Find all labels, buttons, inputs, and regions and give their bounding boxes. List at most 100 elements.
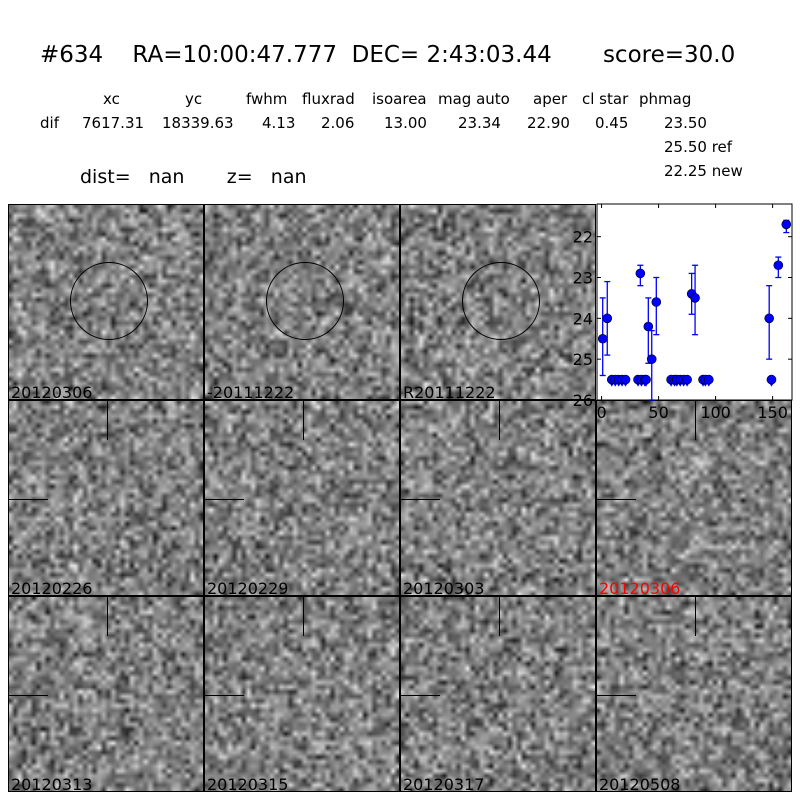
cell: 7617.31: [82, 114, 145, 132]
upper-limit-point: [620, 374, 631, 385]
col-header: aper: [533, 90, 568, 108]
stamp-image: [204, 400, 400, 596]
dist-value: nan: [148, 166, 185, 188]
dist-line: dist= nan z= nan: [80, 166, 307, 188]
stamp-image: [400, 400, 596, 596]
stamp-image: [8, 400, 204, 596]
x-tick-label: 50: [648, 403, 668, 422]
target-circle: [70, 262, 148, 340]
data-point: [764, 313, 774, 324]
crosshair-tick: [204, 499, 244, 501]
crosshair-tick: [695, 400, 697, 440]
y-tick-label: 22: [573, 228, 593, 247]
data-point: [643, 321, 654, 332]
crosshair-tick: [596, 695, 636, 697]
data-point: [773, 260, 784, 271]
crosshair-tick: [303, 596, 305, 636]
data-point: [597, 333, 608, 344]
image-stamp: 20120229: [204, 400, 400, 596]
stamp-label: R20111222: [403, 383, 496, 400]
z-value: nan: [270, 166, 307, 188]
cell: 23.50: [664, 114, 707, 132]
image-stamp: 20120306: [596, 400, 792, 596]
ref-mag: 25.50 ref: [664, 138, 733, 156]
stamp-image: [596, 596, 792, 792]
stamp-label: -20111222: [207, 383, 295, 400]
x-tick-label: 0: [596, 403, 606, 422]
image-stamp: 20120313: [8, 596, 204, 792]
dist-label: dist=: [80, 166, 131, 188]
crosshair-tick: [400, 695, 440, 697]
stamp-label: 20120508: [599, 775, 681, 792]
col-header: xc: [103, 90, 120, 108]
stamp-label: 20120313: [11, 775, 93, 792]
x-tick-label: 100: [700, 403, 731, 422]
stamp-label: 20120306: [11, 383, 93, 400]
data-point: [651, 297, 662, 307]
new-mag: 22.25 new: [664, 162, 743, 180]
col-header: yc: [185, 90, 203, 108]
stamp-label: 20120317: [403, 775, 485, 792]
row-label: dif: [40, 114, 59, 132]
image-stamp: 20120508: [596, 596, 792, 792]
crosshair-tick: [596, 499, 636, 501]
cell: 18339.63: [162, 114, 234, 132]
score: score=30.0: [602, 42, 736, 68]
crosshair-tick: [499, 400, 501, 440]
crosshair-tick: [695, 596, 697, 636]
dec: DEC= 2:43:03.44: [351, 42, 552, 68]
crosshair-tick: [303, 400, 305, 440]
upper-limit-point: [682, 374, 692, 385]
col-header: fluxrad: [302, 90, 355, 108]
data-point: [690, 293, 700, 303]
image-stamp: 20120315: [204, 596, 400, 792]
x-tick-label: 150: [757, 403, 788, 422]
image-stamp: 20120226: [8, 400, 204, 596]
col-header: cl star: [582, 90, 629, 108]
crosshair-tick: [8, 499, 48, 501]
upper-limit-point: [641, 374, 651, 385]
crosshair-tick: [107, 596, 109, 636]
cell: 23.34: [458, 114, 501, 132]
cell: 22.90: [527, 114, 570, 132]
stamp-label: 20120226: [11, 579, 93, 596]
col-header: isoarea: [372, 90, 427, 108]
stamp-image: [8, 596, 204, 792]
z-label: z=: [226, 166, 253, 188]
target-circle: [462, 262, 540, 340]
cell: 4.13: [262, 114, 296, 132]
stamp-image: [400, 596, 596, 792]
stamp-label: 20120306: [599, 579, 681, 596]
crosshair-tick: [400, 499, 440, 501]
y-tick-label: 26: [573, 391, 593, 410]
data-point: [635, 268, 646, 279]
stamp-label: 20120315: [207, 775, 289, 792]
stamp-image: [204, 596, 400, 792]
data-point: [781, 219, 792, 230]
col-header: phmag: [639, 90, 692, 108]
y-tick-label: 23: [573, 269, 593, 288]
target-circle: [266, 262, 344, 340]
cell: 0.45: [595, 114, 629, 132]
stamp-image: [596, 400, 792, 596]
data-point: [646, 354, 657, 364]
stamp-label: 20120229: [207, 579, 289, 596]
image-stamp: 20120317: [400, 596, 596, 792]
stamp-label: 20120303: [403, 579, 485, 596]
upper-limit-point: [703, 374, 714, 385]
cell: 2.06: [321, 114, 355, 132]
col-header: mag auto: [438, 90, 510, 108]
ra: RA=10:00:47.777: [132, 42, 337, 68]
crosshair-tick: [107, 400, 109, 440]
crosshair-tick: [499, 596, 501, 636]
data-point: [602, 313, 613, 324]
upper-limit-point: [766, 374, 777, 385]
y-tick-label: 24: [573, 309, 593, 328]
crosshair-tick: [8, 695, 48, 697]
crosshair-tick: [204, 695, 244, 697]
cell: 13.00: [384, 114, 427, 132]
candidate-title: #634 RA=10:00:47.777 DEC= 2:43:03.44 sco…: [40, 42, 735, 68]
col-header: fwhm: [246, 90, 288, 108]
